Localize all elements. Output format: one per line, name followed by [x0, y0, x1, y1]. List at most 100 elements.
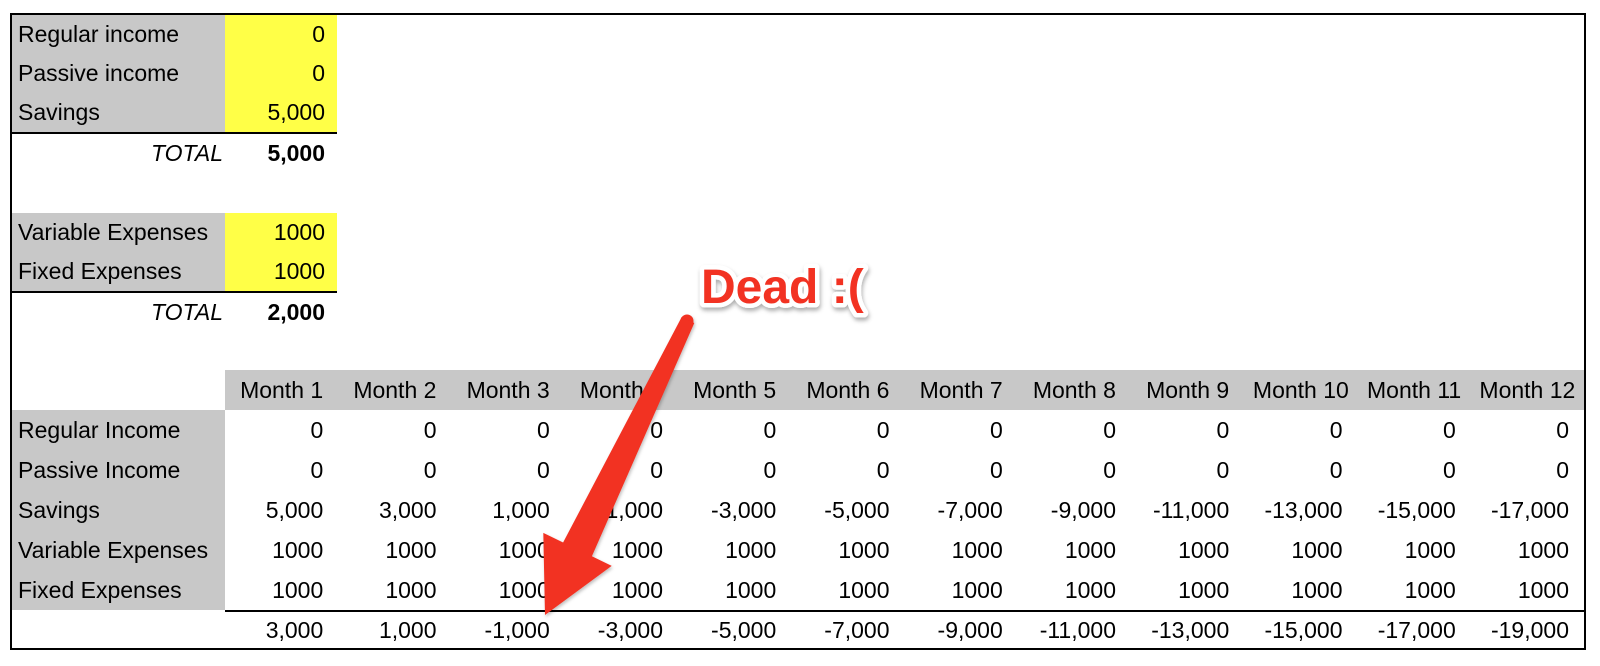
- value-cell: 1,000: [492, 496, 550, 523]
- value-cell: 0: [1216, 416, 1230, 443]
- value-cell: 1000: [498, 576, 550, 603]
- expenses-total-row: TOTAL 2,000: [12, 293, 337, 332]
- total-cell: -19,000: [1470, 610, 1584, 648]
- value-cell: 0: [763, 456, 777, 483]
- row-label-savings: Savings: [12, 93, 225, 132]
- row-label-variable-expenses: Variable Expenses: [12, 213, 225, 252]
- month-header: Month 12: [1470, 370, 1584, 410]
- month-header: Month 4: [564, 370, 678, 410]
- row-label-fixed-expenses: Fixed Expenses: [12, 252, 225, 291]
- value-cell: 0: [423, 456, 437, 483]
- value-cell: 1000: [951, 536, 1003, 563]
- header-corner-cell: [12, 370, 225, 410]
- value-cell: 0: [1216, 456, 1230, 483]
- month-header: Month 11: [1357, 370, 1471, 410]
- value-cell: -11,000: [1152, 496, 1230, 523]
- month-header: Month 2: [338, 370, 452, 410]
- value-cell: 0: [876, 416, 890, 443]
- value-cell: 0: [1442, 416, 1456, 443]
- value-cell: 0: [1329, 416, 1343, 443]
- total-cell: -13,000: [1131, 610, 1245, 648]
- value-cell: 0: [423, 416, 437, 443]
- fixed-expenses-input-cell[interactable]: 1000: [225, 252, 337, 291]
- row-label-passive-income: Passive income: [12, 54, 225, 93]
- month-header: Month 9: [1131, 370, 1245, 410]
- income-total-row: TOTAL 5,000: [12, 134, 337, 173]
- row-label-regular-income: Regular Income: [12, 410, 225, 450]
- value-cell: 0: [1329, 456, 1343, 483]
- value-cell: 1000: [838, 536, 890, 563]
- value-cell: 3,000: [378, 496, 437, 523]
- value-cell: 1000: [838, 576, 890, 603]
- value-cell: 1000: [272, 576, 324, 603]
- month-header: Month 7: [904, 370, 1018, 410]
- month-header: Month 8: [1017, 370, 1131, 410]
- value-cell: 1000: [1178, 576, 1230, 603]
- month-header: Month 10: [1244, 370, 1358, 410]
- value-cell: 1000: [1404, 536, 1456, 563]
- total-cell: -9,000: [904, 610, 1018, 648]
- value-cell: 1000: [1064, 536, 1116, 563]
- value-cell: 1000: [272, 536, 324, 563]
- value-cell: 0: [1556, 456, 1569, 483]
- spreadsheet-frame: Regular income 0 Passive income 0 Saving…: [10, 13, 1586, 650]
- variable-expenses-input-cell[interactable]: 1000: [225, 213, 337, 252]
- table-row: Regular income 0: [12, 15, 337, 54]
- divider: [12, 291, 337, 293]
- value-cell: 0: [989, 456, 1003, 483]
- value-cell: 0: [989, 416, 1003, 443]
- value-cell: -9,000: [1050, 496, 1116, 523]
- month-header: Month 6: [791, 370, 905, 410]
- table-row: Savings 5,000: [12, 93, 337, 132]
- total-cell: -15,000: [1244, 610, 1358, 648]
- income-block: Regular income 0 Passive income 0 Saving…: [12, 15, 337, 173]
- table-row: Variable Expenses 1000: [12, 213, 337, 252]
- value-cell: 0: [310, 456, 324, 483]
- value-cell: -5,000: [824, 496, 890, 523]
- total-cell: -5,000: [678, 610, 792, 648]
- value-cell: 0: [1442, 456, 1456, 483]
- table-row: Fixed Expenses 1000: [12, 252, 337, 291]
- savings-input-cell[interactable]: 5,000: [225, 93, 337, 132]
- income-total-value: 5,000: [267, 140, 325, 166]
- total-cell: -7,000: [791, 610, 905, 648]
- totals-row-label-empty: [12, 610, 225, 648]
- value-cell: -3,000: [711, 496, 777, 523]
- value-cell: 0: [536, 416, 550, 443]
- total-cell: -1,000: [451, 610, 565, 648]
- value-cell: 0: [650, 416, 663, 443]
- value-cell: 0: [876, 456, 890, 483]
- table-row: Passive income 0: [12, 54, 337, 93]
- row-label-regular-income: Regular income: [12, 15, 225, 54]
- total-cell: -3,000: [564, 610, 678, 648]
- expenses-total-label: TOTAL: [151, 299, 223, 325]
- value-cell: 1000: [725, 536, 777, 563]
- total-cell: 3,000: [225, 610, 339, 648]
- value-cell: 1000: [951, 576, 1003, 603]
- value-cell: -1,000: [597, 496, 663, 523]
- regular-income-input-cell[interactable]: 0: [225, 15, 337, 54]
- value-cell: 1000: [385, 536, 437, 563]
- expenses-total-value: 2,000: [267, 299, 325, 325]
- value-cell: 1000: [498, 536, 550, 563]
- value-cell: 1000: [1517, 576, 1569, 603]
- total-cell: -11,000: [1017, 610, 1131, 648]
- value-cell: -17,000: [1490, 496, 1569, 523]
- value-cell: -13,000: [1264, 496, 1343, 523]
- value-cell: 1000: [1178, 536, 1230, 563]
- passive-income-input-cell[interactable]: 0: [225, 54, 337, 93]
- row-label-variable-expenses: Variable Expenses: [12, 530, 225, 570]
- value-cell: 1000: [1291, 536, 1343, 563]
- value-cell: 1000: [385, 576, 437, 603]
- value-cell: 5,000: [265, 496, 324, 523]
- row-label-passive-income: Passive Income: [12, 450, 225, 490]
- value-cell: 0: [310, 416, 324, 443]
- value-cell: 1000: [1064, 576, 1116, 603]
- divider: [12, 132, 337, 134]
- row-label-savings: Savings: [12, 490, 225, 530]
- value-cell: 0: [763, 416, 777, 443]
- expenses-block: Variable Expenses 1000 Fixed Expenses 10…: [12, 213, 337, 332]
- value-cell: 0: [536, 456, 550, 483]
- value-cell: 0: [1103, 456, 1116, 483]
- income-total-label: TOTAL: [151, 140, 223, 166]
